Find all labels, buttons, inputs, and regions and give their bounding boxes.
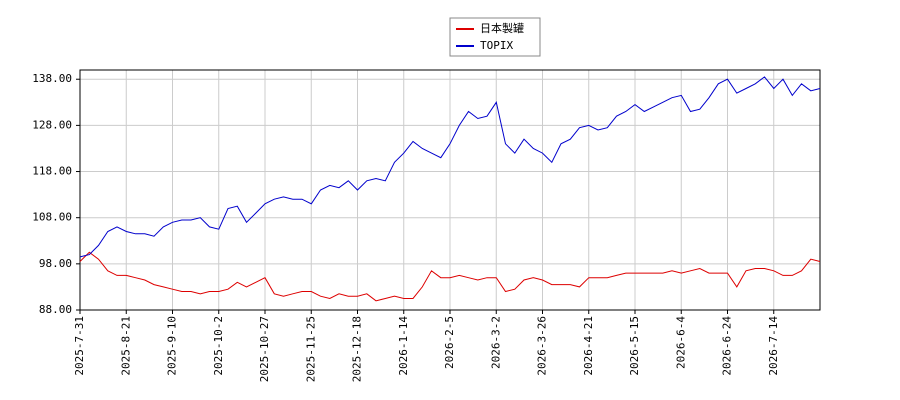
series-line <box>79 251 821 302</box>
x-tick-label: 2026-2-5 <box>443 316 456 369</box>
legend-label: TOPIX <box>480 39 513 52</box>
x-tick-label: 2026-7-14 <box>767 316 780 376</box>
plot-frame <box>79 69 821 311</box>
legend-label: 日本製罐 <box>480 21 524 35</box>
y-tick-label: 88.00 <box>39 303 72 316</box>
x-tick-label: 2026-6-4 <box>674 316 687 369</box>
x-tick-label: 2026-5-15 <box>628 316 641 376</box>
y-tick-label: 98.00 <box>39 257 72 270</box>
x-tick-label: 2025-10-2 <box>212 316 225 376</box>
x-tick-label: 2025-8-21 <box>119 316 132 376</box>
series-line <box>79 76 821 258</box>
x-tick-label: 2025-11-25 <box>304 316 317 382</box>
y-tick-label: 118.00 <box>32 165 72 178</box>
x-tick-label: 2026-3-26 <box>536 316 549 376</box>
y-tick-label: 128.00 <box>32 118 72 131</box>
x-tick-label: 2026-4-21 <box>582 316 595 376</box>
x-tick-label: 2026-1-14 <box>397 316 410 376</box>
x-tick-label: 2026-6-24 <box>721 316 734 376</box>
legend-box <box>449 17 541 57</box>
x-tick-label: 2025-9-10 <box>166 316 179 376</box>
x-tick-label: 2025-12-18 <box>351 316 364 382</box>
x-tick-label: 2025-10-27 <box>258 316 271 382</box>
y-tick-label: 108.00 <box>32 211 72 224</box>
y-tick-label: 138.00 <box>32 72 72 85</box>
x-tick-label: 2025-7-31 <box>73 316 86 376</box>
x-tick-label: 2026-3-2 <box>489 316 502 369</box>
